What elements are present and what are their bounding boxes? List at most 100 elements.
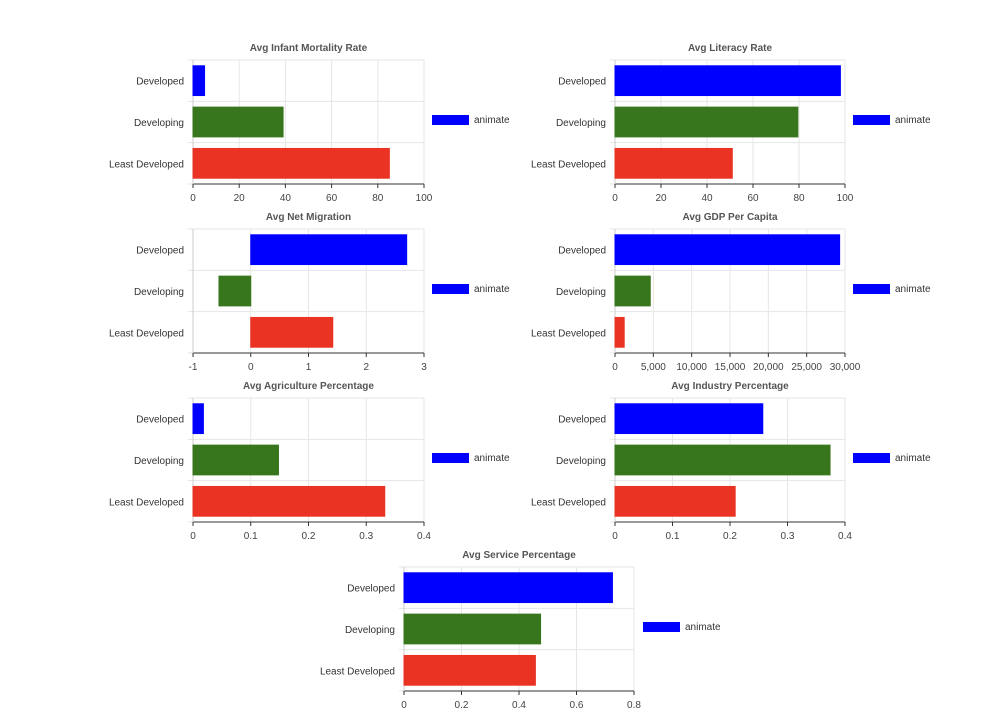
x-tick-label: 30,000	[830, 362, 861, 373]
category-label: Least Developed	[531, 159, 606, 170]
bar	[218, 275, 252, 307]
bar	[192, 106, 284, 138]
bar	[614, 106, 799, 138]
x-tick-label: 80	[793, 193, 805, 204]
category-label: Developed	[347, 584, 395, 595]
bar	[403, 613, 542, 645]
chart-title: Avg Net Migration	[266, 212, 351, 223]
x-tick-label: 0.3	[781, 531, 795, 542]
chart-panel: Avg Net Migration Developed Developing Leas…	[109, 212, 510, 373]
bar	[614, 444, 831, 476]
legend-swatch	[853, 284, 890, 294]
x-tick-label: 80	[372, 193, 384, 204]
x-tick-label: 0.2	[302, 531, 316, 542]
bar	[403, 654, 536, 686]
category-label: Least Developed	[109, 328, 184, 339]
legend-swatch	[853, 453, 890, 463]
legend-swatch	[432, 115, 469, 125]
legend-swatch	[853, 115, 890, 125]
x-tick-label: 0.6	[570, 700, 584, 711]
chart-panel: Avg Service Percentage Developed Developin…	[320, 550, 721, 711]
x-tick-label: 20	[234, 193, 246, 204]
chart-panel: Avg Infant Mortality Rate Developed Develo…	[109, 43, 510, 204]
category-label: Developing	[345, 625, 395, 636]
bar	[192, 485, 386, 517]
x-tick-label: 0	[190, 531, 196, 542]
x-tick-label: 5,000	[641, 362, 666, 373]
bar	[614, 234, 841, 266]
legend-label: animate	[895, 115, 931, 126]
category-label: Least Developed	[531, 328, 606, 339]
chart-title: Avg Infant Mortality Rate	[250, 43, 368, 54]
category-label: Least Developed	[109, 159, 184, 170]
x-tick-label: -1	[189, 362, 198, 373]
legend-swatch	[432, 284, 469, 294]
chart-panel: Avg GDP Per Capita Developed Developing Lea…	[531, 212, 931, 373]
category-label: Developed	[136, 246, 184, 257]
x-tick-label: 100	[416, 193, 433, 204]
bar	[614, 316, 625, 348]
x-tick-label: 100	[837, 193, 854, 204]
x-tick-label: 0.1	[244, 531, 258, 542]
x-tick-label: 3	[421, 362, 427, 373]
bar	[614, 403, 764, 435]
bar	[192, 65, 206, 97]
x-tick-label: 40	[280, 193, 292, 204]
category-label: Developed	[136, 77, 184, 88]
x-tick-label: 0.4	[512, 700, 526, 711]
x-tick-label: 1	[306, 362, 312, 373]
bar	[403, 572, 613, 604]
chart-panel: Avg Industry Percentage Developed Developi…	[531, 381, 931, 542]
category-label: Developing	[134, 118, 184, 129]
x-tick-label: 40	[701, 193, 713, 204]
x-tick-label: 20	[655, 193, 667, 204]
x-tick-label: 0	[612, 531, 618, 542]
bar	[614, 65, 841, 97]
bar	[614, 275, 651, 307]
category-label: Developed	[558, 415, 606, 426]
x-tick-label: 0	[612, 362, 618, 373]
legend-label: animate	[474, 453, 510, 464]
chart-panel: Avg Agriculture Percentage Developed Devel…	[109, 381, 510, 542]
x-tick-label: 0.3	[359, 531, 373, 542]
x-tick-label: 0.2	[455, 700, 469, 711]
x-tick-label: 60	[747, 193, 759, 204]
legend-label: animate	[474, 284, 510, 295]
category-label: Developed	[558, 246, 606, 257]
category-label: Developed	[136, 415, 184, 426]
legend-swatch	[643, 622, 680, 632]
x-tick-label: 15,000	[715, 362, 746, 373]
x-tick-label: 0.8	[627, 700, 641, 711]
x-tick-label: 25,000	[791, 362, 822, 373]
category-label: Least Developed	[531, 497, 606, 508]
bar	[250, 316, 334, 348]
x-tick-label: 0.4	[838, 531, 852, 542]
chart-panel: Avg Literacy Rate Developed Developing Leas…	[531, 43, 931, 204]
x-tick-label: 0	[612, 193, 618, 204]
category-label: Developing	[556, 287, 606, 298]
x-tick-label: 0.4	[417, 531, 431, 542]
x-tick-label: 60	[326, 193, 338, 204]
chart-title: Avg Literacy Rate	[688, 43, 773, 54]
category-label: Developing	[134, 456, 184, 467]
bar	[192, 403, 204, 435]
bar	[250, 234, 408, 266]
legend-label: animate	[474, 115, 510, 126]
bar	[614, 485, 736, 517]
legend-swatch	[432, 453, 469, 463]
x-tick-label: 0	[190, 193, 196, 204]
x-tick-label: 0	[401, 700, 407, 711]
chart-title: Avg GDP Per Capita	[682, 212, 777, 223]
x-tick-label: 0.2	[723, 531, 737, 542]
legend-label: animate	[895, 284, 931, 295]
category-label: Developing	[556, 456, 606, 467]
x-tick-label: 2	[363, 362, 369, 373]
chart-title: Avg Industry Percentage	[671, 381, 789, 392]
x-tick-label: 0.1	[666, 531, 680, 542]
category-label: Least Developed	[320, 666, 395, 677]
category-label: Developed	[558, 77, 606, 88]
category-label: Developing	[134, 287, 184, 298]
chart-title: Avg Service Percentage	[462, 550, 576, 561]
